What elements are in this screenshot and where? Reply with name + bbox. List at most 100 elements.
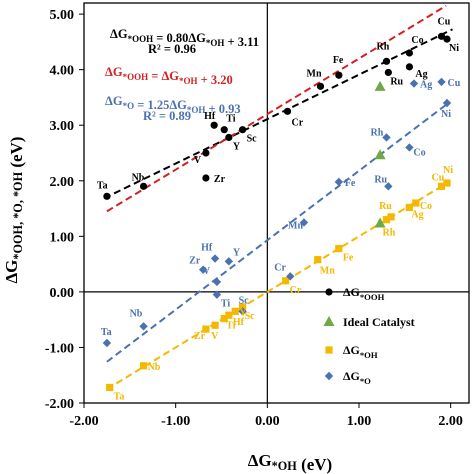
oh-label: Sc bbox=[245, 311, 256, 322]
legend-label: Ideal Catalyst bbox=[343, 315, 415, 329]
ooh-label: Co bbox=[411, 35, 423, 46]
o-label: Hf bbox=[201, 243, 213, 254]
oh-point bbox=[382, 216, 391, 224]
legend-marker bbox=[323, 316, 335, 326]
legend-label: ΔG*OOH bbox=[343, 285, 385, 302]
plot-frame bbox=[83, 2, 470, 404]
oh-label: Fe bbox=[343, 253, 354, 264]
oh-label: Ag bbox=[411, 209, 423, 220]
x-tick-label: -2.00 bbox=[69, 414, 98, 429]
oh-label: Nb bbox=[148, 362, 161, 373]
ooh-point bbox=[335, 71, 343, 79]
oh-label: Rh bbox=[383, 228, 396, 239]
ideal-point bbox=[374, 217, 386, 228]
ooh-point bbox=[103, 192, 111, 200]
oh-label: Cu bbox=[432, 172, 445, 183]
ooh-point bbox=[210, 121, 218, 129]
oh-point bbox=[106, 383, 114, 392]
oh-label: Ti bbox=[226, 321, 235, 332]
legend-marker bbox=[325, 288, 333, 296]
o-point bbox=[382, 133, 391, 142]
o-label: Cr bbox=[274, 262, 286, 273]
o-label: V bbox=[203, 266, 211, 277]
ooh-point bbox=[316, 82, 325, 90]
oh-point bbox=[282, 277, 290, 285]
ooh-point bbox=[384, 68, 392, 77]
oh-point bbox=[225, 311, 233, 319]
oh-point bbox=[231, 307, 239, 315]
ooh-label: Ti bbox=[226, 114, 235, 125]
legend-marker bbox=[324, 371, 334, 381]
o-label: Ti bbox=[221, 299, 230, 310]
data-points bbox=[102, 32, 452, 392]
legend-label: ΔG*OH bbox=[343, 343, 378, 360]
ooh-label: Zr bbox=[214, 174, 226, 185]
ooh-point bbox=[238, 126, 247, 134]
legend-label: ΔG*O bbox=[343, 369, 371, 386]
equation-text: R² = 0.96 bbox=[148, 42, 196, 56]
oh-label: Co bbox=[420, 201, 432, 212]
x-tick-label: 2.00 bbox=[438, 414, 463, 429]
o-point bbox=[212, 290, 222, 299]
ooh-point bbox=[382, 57, 391, 65]
oh-point bbox=[314, 256, 322, 264]
o-label: Nb bbox=[130, 308, 143, 319]
x-tick-label: 0.00 bbox=[255, 414, 280, 429]
ooh-label: Nb bbox=[132, 172, 145, 183]
ooh-point bbox=[220, 126, 228, 134]
ooh-label: Cr bbox=[292, 117, 304, 128]
y-tick-label: 1.00 bbox=[50, 230, 75, 245]
o-point bbox=[437, 77, 446, 87]
x-axis-title: ΔG*OH (eV) bbox=[248, 451, 332, 474]
o-point bbox=[405, 143, 414, 152]
ooh-point bbox=[405, 49, 414, 57]
equation-text: ΔG*OOH = 0.80ΔG*OH + 3.11 bbox=[110, 27, 259, 49]
ooh-label: Fe bbox=[333, 55, 344, 66]
oh-point bbox=[443, 179, 451, 187]
ooh-label: Hf bbox=[204, 111, 216, 122]
x-tick-label: 1.00 bbox=[347, 414, 372, 429]
equation-text: ΔG*OOH = ΔG*OH + 3.20 bbox=[105, 65, 233, 87]
o-point bbox=[334, 177, 344, 187]
oh-point bbox=[437, 182, 446, 190]
o-label: Cu bbox=[448, 78, 461, 89]
o-point bbox=[384, 182, 393, 191]
oh-point bbox=[335, 244, 343, 253]
axes: -2.00 -1.00 0.00 1.00 2.00 -2.00 -1.00 0.00 1.00… bbox=[45, 3, 469, 429]
ideal-point bbox=[374, 149, 386, 160]
oh-label: Cr bbox=[290, 285, 302, 296]
o-label: Mn bbox=[288, 220, 303, 231]
y-tick-label: 5.00 bbox=[50, 8, 75, 23]
oh-label: Ru bbox=[379, 201, 392, 212]
y-tick-label: 3.00 bbox=[50, 119, 75, 134]
ooh-label: Sc bbox=[247, 134, 258, 145]
o-point bbox=[139, 322, 148, 331]
o-point bbox=[238, 307, 247, 316]
ooh-point bbox=[437, 32, 446, 40]
ooh-label: Rh bbox=[377, 41, 390, 52]
ooh-label: Y bbox=[233, 141, 241, 152]
o-label: Co bbox=[413, 147, 425, 158]
ooh-label: Mn bbox=[307, 68, 322, 79]
oh-label: Y bbox=[239, 307, 247, 318]
oh-label: Ni bbox=[443, 165, 453, 176]
oh-point bbox=[387, 213, 395, 221]
o-label: Fe bbox=[345, 178, 356, 189]
o-label: Rh bbox=[371, 127, 384, 138]
ooh-label: Ru bbox=[390, 76, 403, 87]
ooh-label: Ta bbox=[97, 180, 108, 191]
equation-text: ΔG*O = 1.25ΔG*OH + 0.93 bbox=[105, 94, 241, 116]
oh-point bbox=[412, 199, 420, 207]
ooh-point bbox=[202, 149, 210, 157]
legend-marker bbox=[325, 346, 333, 354]
o-label: Ta bbox=[101, 327, 112, 338]
ooh-label: V bbox=[194, 155, 202, 166]
ooh-point bbox=[405, 63, 414, 71]
o-label: Ru bbox=[374, 174, 387, 185]
legend: ΔG*OOH Ideal Catalyst ΔG*OH ΔG*O bbox=[323, 285, 415, 386]
o-label: Ag bbox=[420, 80, 432, 91]
ideal-point bbox=[374, 80, 386, 91]
ooh-point bbox=[225, 133, 233, 142]
o-label: Sc bbox=[239, 295, 250, 306]
